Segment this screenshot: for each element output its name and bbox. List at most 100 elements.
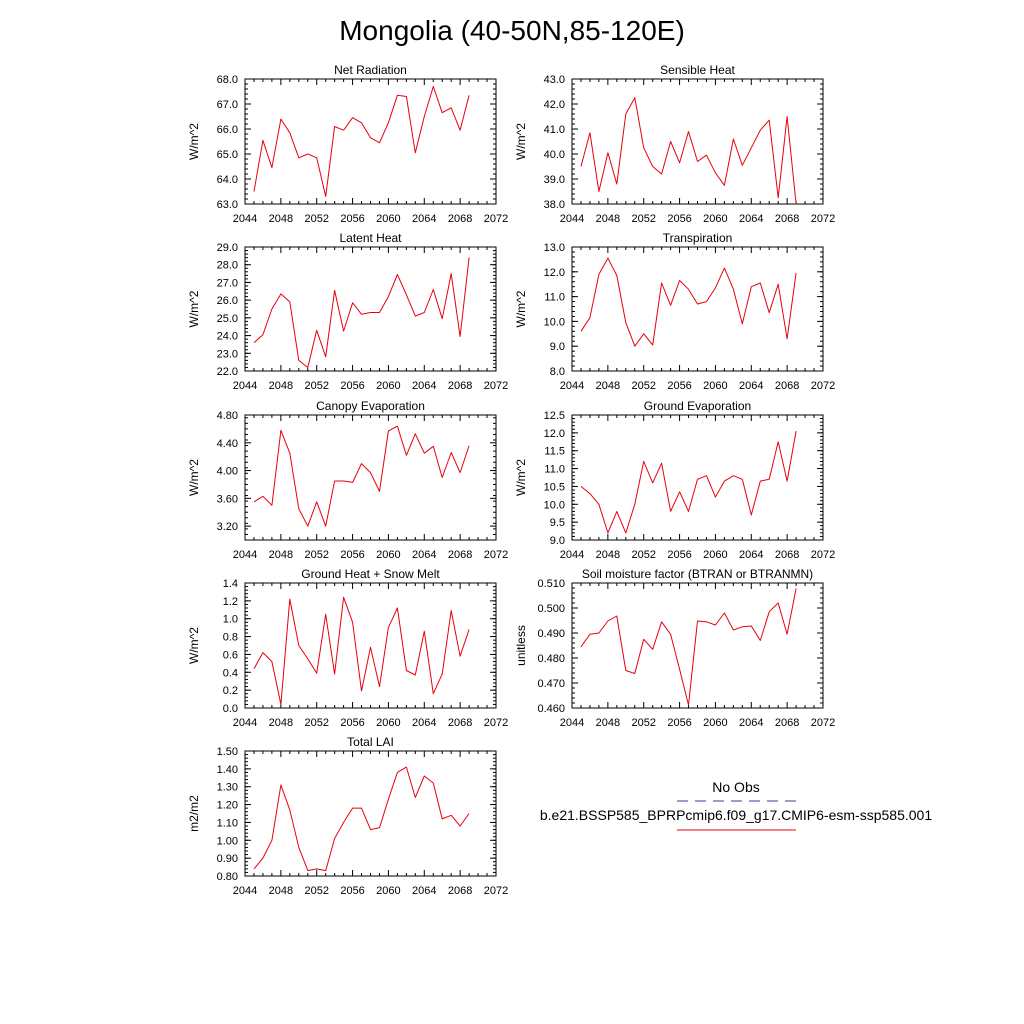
y-axis-label: m2/m2	[187, 795, 201, 832]
y-tick-label: 13.0	[544, 242, 565, 254]
y-tick-label: 42.0	[544, 99, 565, 111]
legend-obs-label: No Obs	[712, 779, 759, 795]
x-tick-label: 2052	[631, 213, 655, 225]
y-tick-label: 0.80	[217, 871, 238, 883]
figure-title: Mongolia (40-50N,85-120E)	[339, 15, 685, 46]
x-tick-label: 2056	[340, 380, 364, 392]
x-tick-label: 2068	[775, 213, 799, 225]
plot-frame	[244, 246, 497, 372]
x-tick-label: 2068	[775, 380, 799, 392]
y-axis-label: W/m^2	[514, 290, 528, 327]
x-tick-label: 2068	[775, 549, 799, 561]
y-tick-label: 0.6	[223, 649, 238, 661]
y-tick-label: 10.0	[544, 499, 565, 511]
x-tick-label: 2060	[703, 717, 727, 729]
x-tick-label: 2072	[484, 380, 508, 392]
plot-frame	[244, 750, 497, 877]
x-tick-label: 2068	[448, 549, 472, 561]
x-tick-label: 2064	[739, 549, 763, 561]
panel: Ground Heat + Snow Melt W/m^2 2044 2048 2052…	[187, 567, 508, 729]
x-tick-label: 2044	[233, 213, 257, 225]
x-tick-label: 2056	[340, 213, 364, 225]
x-tick-label: 2072	[811, 213, 835, 225]
y-tick-label: 24.0	[217, 331, 238, 343]
panel-title: Canopy Evaporation	[316, 399, 425, 413]
series-line	[253, 86, 470, 197]
x-tick-label: 2044	[233, 717, 257, 729]
y-tick-label: 10.0	[544, 316, 565, 328]
x-tick-label: 2072	[811, 549, 835, 561]
plot-frame	[571, 414, 824, 541]
x-tick-label: 2048	[269, 549, 293, 561]
plot-frame	[571, 78, 824, 205]
plot-frame	[571, 582, 824, 709]
y-tick-label: 39.0	[544, 174, 565, 186]
x-tick-label: 2056	[340, 549, 364, 561]
y-tick-label: 0.490	[537, 628, 565, 640]
x-tick-label: 2044	[560, 213, 584, 225]
series-line	[580, 431, 797, 534]
x-tick-label: 2044	[560, 380, 584, 392]
x-tick-label: 2064	[412, 885, 436, 897]
x-tick-label: 2064	[412, 213, 436, 225]
panel: Net Radiation W/m^2 2044 2048 2052 2056 2060 20…	[187, 63, 508, 225]
panel: Total LAI m2/m2 2044 2048 2052 2056 2060 2064 20…	[187, 735, 508, 897]
x-tick-label: 2072	[484, 717, 508, 729]
x-tick-label: 2072	[484, 549, 508, 561]
y-tick-label: 38.0	[544, 199, 565, 211]
y-tick-label: 0.510	[537, 578, 565, 590]
y-tick-label: 8.0	[550, 366, 565, 378]
y-tick-label: 66.0	[217, 124, 238, 136]
series-line	[580, 257, 797, 347]
y-tick-label: 12.0	[544, 428, 565, 440]
panel: Ground Evaporation W/m^2 2044 2048 2052 2056 2…	[514, 399, 835, 561]
y-axis-label: W/m^2	[187, 627, 201, 664]
y-tick-label: 23.0	[217, 348, 238, 360]
y-tick-label: 0.4	[223, 667, 238, 679]
y-tick-label: 4.40	[217, 438, 238, 450]
y-tick-label: 43.0	[544, 74, 565, 86]
series-line	[253, 257, 470, 368]
x-tick-label: 2064	[739, 380, 763, 392]
y-tick-label: 1.30	[217, 782, 238, 794]
panel: Sensible Heat W/m^2 2044 2048 2052 2056 2060 20…	[514, 63, 835, 225]
panel-title: Ground Heat + Snow Melt	[301, 567, 440, 581]
y-tick-label: 0.2	[223, 685, 238, 697]
x-tick-label: 2044	[233, 380, 257, 392]
y-tick-label: 12.0	[544, 267, 565, 279]
x-tick-label: 2064	[412, 717, 436, 729]
panel: Transpiration W/m^2 2044 2048 2052 2056 2060 20…	[514, 231, 835, 392]
y-tick-label: 10.5	[544, 481, 565, 493]
y-tick-label: 0.90	[217, 853, 238, 865]
y-tick-label: 65.0	[217, 149, 238, 161]
y-tick-label: 26.0	[217, 295, 238, 307]
panel: Latent Heat W/m^2 2044 2048 2052 2056 2060 2064…	[187, 231, 508, 392]
panel-title: Net Radiation	[334, 63, 407, 77]
y-tick-label: 1.0	[223, 614, 238, 626]
y-axis-label: W/m^2	[514, 459, 528, 496]
y-axis-label: unitless	[514, 625, 528, 666]
y-tick-label: 1.00	[217, 835, 238, 847]
plot-frame	[244, 78, 497, 205]
panel-title: Ground Evaporation	[644, 399, 751, 413]
y-tick-label: 64.0	[217, 174, 238, 186]
y-tick-label: 27.0	[217, 277, 238, 289]
x-tick-label: 2060	[703, 380, 727, 392]
x-tick-label: 2060	[376, 717, 400, 729]
x-tick-label: 2072	[811, 717, 835, 729]
y-tick-label: 1.4	[223, 578, 238, 590]
y-tick-label: 0.470	[537, 678, 565, 690]
y-tick-label: 0.8	[223, 632, 238, 644]
y-tick-label: 1.40	[217, 764, 238, 776]
x-tick-label: 2060	[376, 549, 400, 561]
plot-frame	[571, 246, 824, 372]
x-tick-label: 2052	[304, 549, 328, 561]
y-tick-label: 0.480	[537, 653, 565, 665]
y-axis-label: W/m^2	[187, 459, 201, 496]
x-tick-label: 2056	[667, 213, 691, 225]
x-tick-label: 2048	[269, 213, 293, 225]
y-tick-label: 28.0	[217, 260, 238, 272]
y-tick-label: 67.0	[217, 99, 238, 111]
x-tick-label: 2056	[667, 549, 691, 561]
